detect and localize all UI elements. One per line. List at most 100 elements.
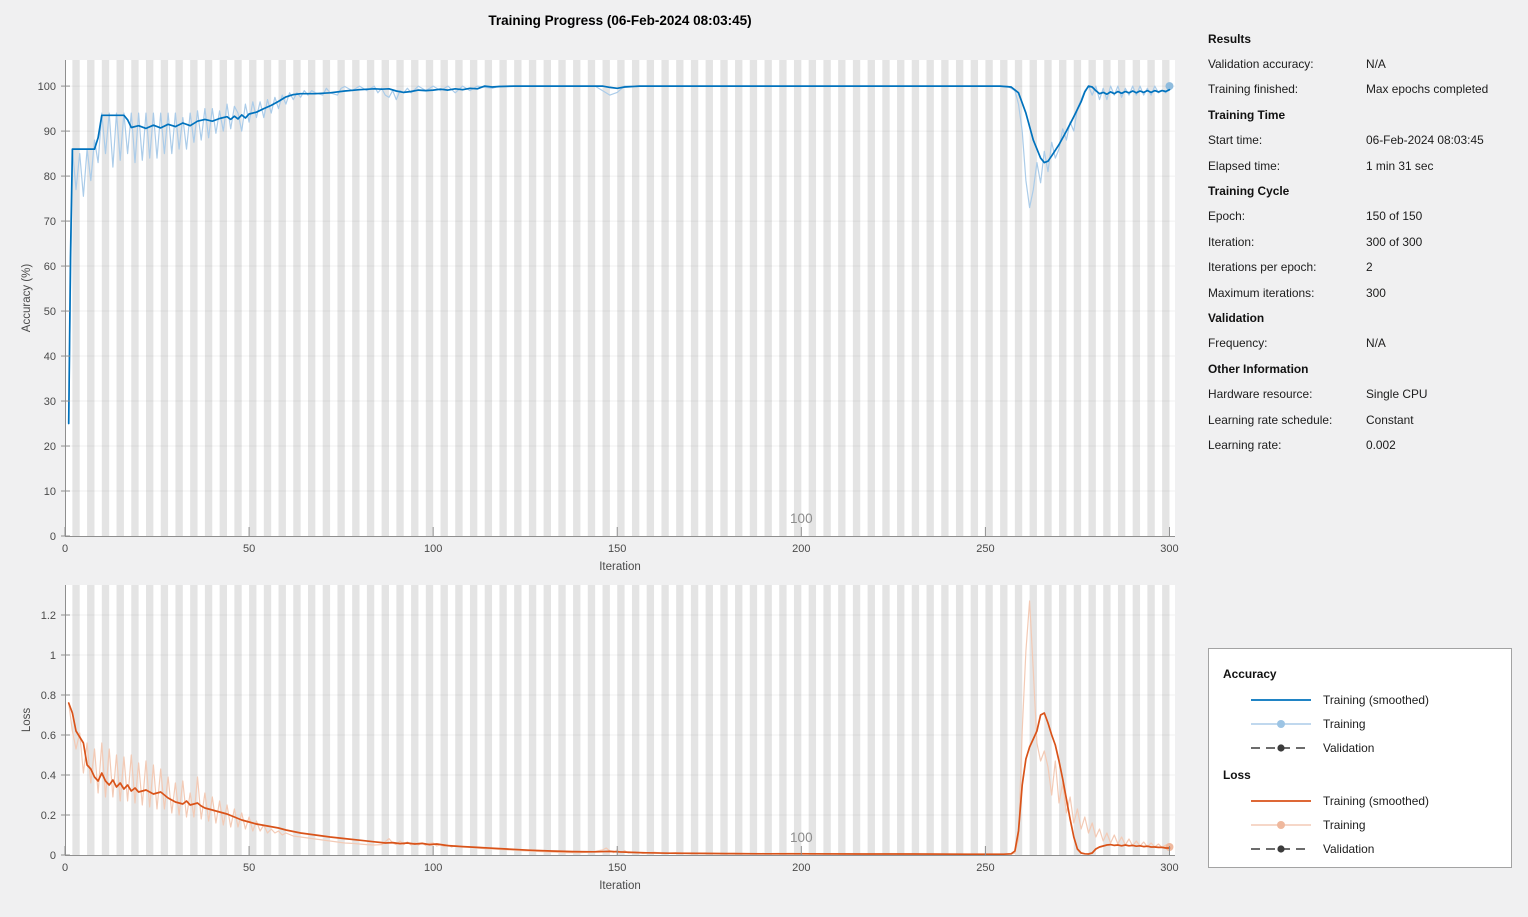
row-start-time: Start time: 06-Feb-2024 08:03:45 bbox=[1208, 128, 1528, 153]
row-learning-rate: Learning rate: 0.002 bbox=[1208, 432, 1528, 457]
legend-item-accuracy-training: Training bbox=[1223, 712, 1511, 736]
row-frequency: Frequency: N/A bbox=[1208, 331, 1528, 356]
row-value: Max epochs completed bbox=[1366, 82, 1489, 97]
svg-text:Iteration: Iteration bbox=[599, 880, 641, 892]
section-heading-other-information: Other Information bbox=[1208, 361, 1309, 376]
svg-text:0.8: 0.8 bbox=[41, 690, 56, 702]
svg-text:20: 20 bbox=[44, 441, 56, 453]
legend-box: Accuracy Training (smoothed) Training Va… bbox=[1208, 648, 1512, 868]
marker-line-icon bbox=[1251, 821, 1311, 829]
svg-text:0.6: 0.6 bbox=[41, 730, 56, 742]
svg-text:60: 60 bbox=[44, 261, 56, 273]
svg-text:0: 0 bbox=[62, 862, 68, 874]
legend-item-loss-smoothed: Training (smoothed) bbox=[1223, 789, 1511, 813]
row-label: Hardware resource: bbox=[1208, 387, 1313, 402]
row-iterations-per-epoch: Iterations per epoch: 2 bbox=[1208, 255, 1528, 280]
legend-item-accuracy-validation: Validation bbox=[1223, 736, 1511, 760]
row-label: Validation accuracy: bbox=[1208, 57, 1314, 72]
legend-item-loss-training: Training bbox=[1223, 813, 1511, 837]
row-value: 2 bbox=[1366, 260, 1373, 275]
row-value: 300 bbox=[1366, 285, 1386, 300]
svg-text:100: 100 bbox=[790, 830, 813, 845]
svg-text:50: 50 bbox=[243, 543, 255, 555]
svg-text:Iteration: Iteration bbox=[599, 561, 641, 573]
row-value: N/A bbox=[1366, 57, 1386, 72]
row-value: Constant bbox=[1366, 412, 1414, 427]
row-training-finished: Training finished: Max epochs completed bbox=[1208, 77, 1528, 102]
loss-chart: 0 50 100 150 200 250 300 0 0.2 0.4 0.6 0.8 1 1.2 Itera… bbox=[21, 585, 1179, 892]
row-value: N/A bbox=[1366, 336, 1386, 351]
row-value: 300 of 300 bbox=[1366, 234, 1423, 249]
svg-text:1: 1 bbox=[50, 650, 56, 662]
svg-text:80: 80 bbox=[44, 171, 56, 183]
svg-text:0: 0 bbox=[50, 850, 56, 862]
row-iteration: Iteration: 300 of 300 bbox=[1208, 229, 1528, 254]
dashed-marker-line-icon bbox=[1251, 845, 1311, 853]
section-heading-training-cycle: Training Cycle bbox=[1208, 184, 1290, 199]
row-label: Iterations per epoch: bbox=[1208, 260, 1317, 275]
row-value: 150 of 150 bbox=[1366, 209, 1423, 224]
section-heading-validation: Validation bbox=[1208, 310, 1265, 325]
marker-line-icon bbox=[1251, 720, 1311, 728]
svg-text:50: 50 bbox=[44, 306, 56, 318]
svg-text:0.2: 0.2 bbox=[41, 810, 56, 822]
row-label: Learning rate: bbox=[1208, 437, 1282, 452]
svg-text:Accuracy (%): Accuracy (%) bbox=[21, 264, 33, 333]
row-epoch: Epoch: 150 of 150 bbox=[1208, 204, 1528, 229]
svg-text:100: 100 bbox=[424, 543, 442, 555]
row-label: Frequency: bbox=[1208, 336, 1268, 351]
row-label: Iteration: bbox=[1208, 234, 1255, 249]
svg-text:10: 10 bbox=[44, 486, 56, 498]
svg-text:300: 300 bbox=[1160, 862, 1178, 874]
svg-text:40: 40 bbox=[44, 351, 56, 363]
svg-text:90: 90 bbox=[44, 126, 56, 138]
row-hardware-resource: Hardware resource: Single CPU bbox=[1208, 381, 1528, 406]
legend-item-accuracy-smoothed: Training (smoothed) bbox=[1223, 688, 1511, 712]
legend-item-loss-validation: Validation bbox=[1223, 837, 1511, 861]
svg-text:200: 200 bbox=[792, 862, 810, 874]
results-panel: Results Validation accuracy: N/A Trainin… bbox=[1190, 0, 1528, 458]
section-heading-training-time: Training Time bbox=[1208, 107, 1286, 122]
row-label: Start time: bbox=[1208, 133, 1263, 148]
row-value: 06-Feb-2024 08:03:45 bbox=[1366, 133, 1484, 148]
page-title: Training Progress (06-Feb-2024 08:03:45) bbox=[488, 13, 752, 28]
svg-text:0.4: 0.4 bbox=[41, 770, 56, 782]
section-heading-results: Results bbox=[1208, 31, 1251, 46]
row-label: Epoch: bbox=[1208, 209, 1246, 224]
accuracy-chart: 0 50 100 150 200 250 300 0 10 20 30 40 50 60 70 80 90 100… bbox=[21, 60, 1179, 573]
row-label: Maximum iterations: bbox=[1208, 285, 1315, 300]
svg-text:30: 30 bbox=[44, 396, 56, 408]
svg-text:0: 0 bbox=[62, 543, 68, 555]
solid-line-icon bbox=[1251, 699, 1311, 701]
legend-label: Training (smoothed) bbox=[1323, 794, 1429, 808]
dashed-marker-line-icon bbox=[1251, 744, 1311, 752]
row-maximum-iterations: Maximum iterations: 300 bbox=[1208, 280, 1528, 305]
svg-text:150: 150 bbox=[608, 862, 626, 874]
row-value: 1 min 31 sec bbox=[1366, 158, 1434, 173]
legend-label: Training (smoothed) bbox=[1323, 693, 1429, 707]
svg-text:150: 150 bbox=[608, 543, 626, 555]
svg-text:Loss: Loss bbox=[21, 708, 33, 733]
svg-text:200: 200 bbox=[792, 543, 810, 555]
svg-text:70: 70 bbox=[44, 216, 56, 228]
row-value: 0.002 bbox=[1366, 437, 1396, 452]
legend-heading-accuracy: Accuracy bbox=[1223, 666, 1277, 681]
row-learning-rate-schedule: Learning rate schedule: Constant bbox=[1208, 407, 1528, 432]
row-elapsed-time: Elapsed time: 1 min 31 sec bbox=[1208, 153, 1528, 178]
svg-text:300: 300 bbox=[1160, 543, 1178, 555]
svg-text:100: 100 bbox=[424, 862, 442, 874]
legend-heading-loss: Loss bbox=[1223, 767, 1251, 782]
row-label: Learning rate schedule: bbox=[1208, 412, 1333, 427]
row-label: Training finished: bbox=[1208, 82, 1299, 97]
row-label: Elapsed time: bbox=[1208, 158, 1281, 173]
svg-text:250: 250 bbox=[976, 543, 994, 555]
svg-text:0: 0 bbox=[50, 531, 56, 543]
legend-label: Validation bbox=[1323, 741, 1375, 755]
row-value: Single CPU bbox=[1366, 387, 1428, 402]
svg-text:100: 100 bbox=[38, 81, 56, 93]
legend-label: Training bbox=[1323, 818, 1366, 832]
svg-text:1.2: 1.2 bbox=[41, 610, 56, 622]
svg-text:250: 250 bbox=[976, 862, 994, 874]
svg-text:50: 50 bbox=[243, 862, 255, 874]
